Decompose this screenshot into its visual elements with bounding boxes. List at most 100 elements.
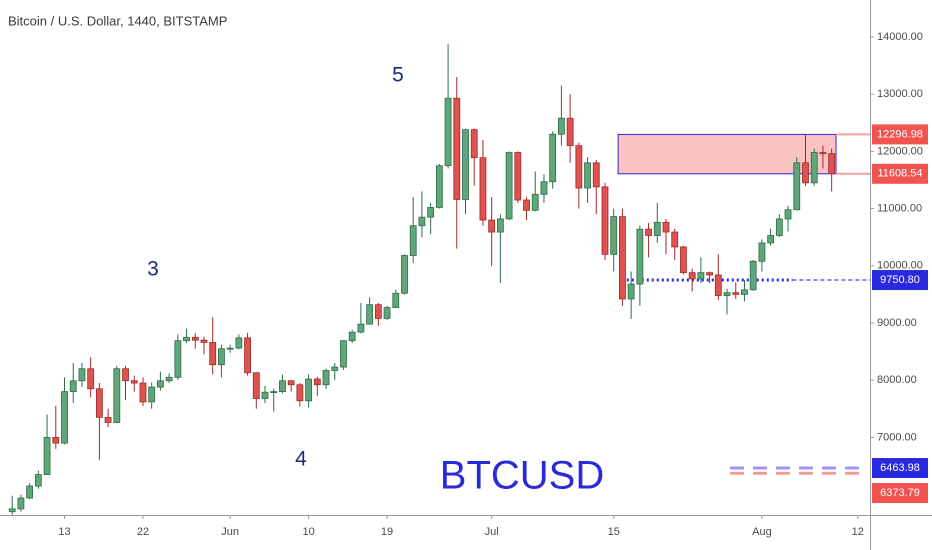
- candle-body: [775, 218, 783, 236]
- candle-body: [496, 218, 504, 233]
- candle-body: [252, 372, 260, 399]
- level-label-box: [872, 458, 928, 479]
- candle-body: [17, 497, 25, 510]
- candle-body: [531, 193, 539, 211]
- candle-body: [374, 304, 382, 319]
- candle-body: [749, 260, 757, 291]
- candle-body: [767, 235, 775, 244]
- candle-body: [462, 129, 469, 200]
- candle-body: [610, 216, 618, 255]
- candle-body: [575, 145, 583, 189]
- candle-body: [723, 292, 731, 296]
- candle-body: [52, 436, 60, 444]
- candle-body: [706, 272, 713, 276]
- candle-body: [427, 207, 435, 218]
- candle-body: [279, 380, 286, 393]
- candle-body: [348, 331, 356, 342]
- y-tick-label: 11000.00: [877, 203, 922, 215]
- candle-body: [566, 117, 574, 147]
- candle-body: [95, 388, 103, 418]
- candle-body: [828, 153, 836, 175]
- candle-body: [366, 304, 374, 325]
- candle-body: [401, 255, 408, 294]
- candle-body: [619, 216, 626, 300]
- level-label-box: [872, 270, 928, 291]
- candle-body: [122, 368, 129, 382]
- level-label: 6463.98: [880, 462, 920, 474]
- x-tick-label: Aug: [752, 526, 772, 538]
- candle-body: [636, 228, 644, 285]
- candle-body: [34, 474, 42, 487]
- wave-label: 4: [295, 448, 307, 471]
- candle-body: [470, 129, 478, 159]
- candle-body: [523, 199, 530, 211]
- candle-body: [287, 380, 295, 386]
- candle-body: [505, 152, 513, 220]
- candle-body: [784, 209, 792, 220]
- y-tick-label: 13000.00: [877, 88, 923, 100]
- level-label: 11608.54: [877, 168, 922, 180]
- candle-body: [200, 339, 208, 343]
- x-tick-label: 15: [608, 526, 620, 538]
- candle-body: [741, 289, 748, 295]
- level-label-box: [872, 124, 928, 145]
- candle-body: [87, 368, 95, 390]
- candle-body: [549, 133, 557, 183]
- candle-body: [244, 337, 251, 374]
- candle-body: [819, 152, 827, 155]
- level-label: 6373.79: [880, 487, 920, 499]
- y-tick-label: 8000.00: [877, 374, 917, 386]
- candle-body: [26, 485, 34, 499]
- candle-body: [802, 162, 809, 184]
- candle-body: [78, 368, 86, 382]
- candle-body: [270, 391, 278, 394]
- candle-body: [322, 370, 330, 386]
- candle-body: [540, 181, 548, 195]
- x-tick-label: 13: [58, 526, 70, 538]
- y-tick-label: 9000.00: [877, 317, 917, 329]
- x-tick-label: Jun: [221, 526, 239, 538]
- x-tick-label: 19: [381, 526, 393, 538]
- candle-body: [69, 380, 77, 393]
- y-tick-label: 10000.00: [877, 260, 923, 272]
- candle-body: [409, 225, 417, 256]
- candle-body: [627, 283, 635, 300]
- level-label: 12296.98: [877, 128, 923, 140]
- candle-body: [793, 162, 801, 211]
- level-label-box: [872, 163, 928, 184]
- candle-body: [392, 292, 400, 308]
- candle-body: [218, 348, 225, 366]
- candle-body: [662, 221, 670, 233]
- candle-body: [331, 366, 339, 371]
- candle-body: [8, 508, 16, 513]
- x-tick-label: 22: [137, 526, 149, 538]
- candle-body: [130, 380, 138, 384]
- y-tick-label: 7000.00: [877, 431, 917, 443]
- x-tick-label: 10: [302, 526, 314, 538]
- candle-body: [104, 416, 112, 423]
- candle-body: [732, 292, 740, 295]
- candle-body: [592, 162, 600, 188]
- candle-body: [113, 368, 121, 423]
- candle-body: [653, 221, 661, 236]
- candle-body: [558, 117, 565, 135]
- candle-body: [671, 231, 679, 248]
- candle-body: [235, 337, 243, 349]
- candle-body: [165, 376, 173, 382]
- candle-body: [810, 152, 818, 184]
- candle-body: [157, 380, 164, 388]
- candle-body: [435, 165, 443, 208]
- y-tick-label: 14000.00: [877, 31, 923, 43]
- y-tick-label: 12000.00: [877, 145, 923, 157]
- candle-body: [139, 382, 147, 403]
- candle-body: [453, 97, 461, 200]
- wave-label: 5: [392, 64, 404, 87]
- candle-body: [305, 378, 312, 402]
- candle-body: [645, 228, 652, 236]
- candle-body: [697, 272, 705, 280]
- x-tick-label: 12: [852, 526, 864, 538]
- candle-body: [148, 386, 156, 403]
- candle-body: [209, 342, 217, 366]
